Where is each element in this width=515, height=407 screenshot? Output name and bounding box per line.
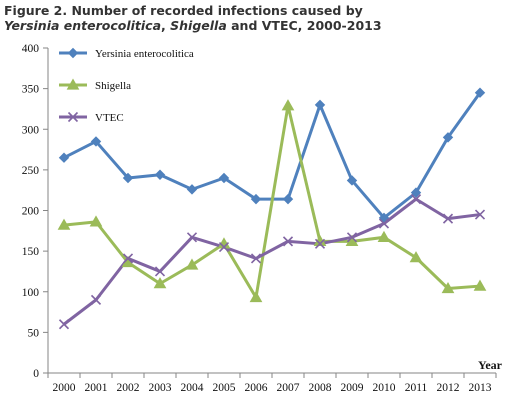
data-point-triangle — [66, 78, 80, 90]
title-rest: and VTEC, 2000-2013 — [226, 18, 382, 33]
x-tick-label: 2010 — [373, 382, 396, 394]
x-tick-label: 2007 — [277, 382, 300, 394]
legend-label: VTEC — [95, 112, 124, 124]
data-point-diamond — [346, 175, 358, 186]
data-point-diamond — [122, 172, 134, 184]
data-point-diamond — [378, 212, 390, 224]
x-tick-label: 2008 — [309, 382, 332, 394]
y-tick-label: 50 — [28, 327, 40, 339]
data-point-diamond — [67, 47, 79, 59]
data-point-diamond — [90, 136, 102, 147]
data-point-triangle — [57, 218, 71, 230]
y-tick-label: 0 — [33, 368, 39, 380]
data-point-triangle — [441, 281, 455, 294]
data-point-x — [58, 319, 70, 330]
axes: 0 50 100 150 200 250 300 350 400 2000 2001 2002 2003… — [22, 43, 497, 394]
data-point-triangle — [185, 258, 199, 270]
series-lines — [63, 91, 482, 326]
data-point-triangle — [377, 230, 391, 242]
x-tick-label: 2009 — [341, 382, 364, 394]
title-sep: , — [161, 18, 171, 33]
series-markers — [57, 87, 487, 330]
y-tick-label: 200 — [22, 206, 40, 218]
chart-title-line-1: Figure 2. Number of recorded infections … — [4, 3, 363, 18]
x-tick-label: 2013 — [469, 382, 492, 394]
data-point-x — [67, 111, 79, 123]
data-point-diamond — [250, 193, 262, 205]
x-tick-label: 2003 — [149, 382, 172, 394]
x-tick-label: 2005 — [213, 382, 236, 394]
data-point-x — [250, 253, 262, 264]
title-yersinia: Yersinia enterocolitica — [4, 18, 162, 33]
data-point-diamond — [58, 152, 70, 163]
legend-label: Yersinia enterocolitica — [95, 48, 194, 60]
chart-title: Figure 2. Number of recorded infections … — [4, 3, 509, 33]
y-tick-label: 350 — [22, 84, 40, 96]
data-point-triangle — [409, 251, 423, 263]
data-point-diamond — [154, 169, 166, 180]
x-tick-label: 2000 — [53, 382, 76, 394]
data-point-x — [218, 241, 230, 253]
data-point-diamond — [186, 184, 198, 195]
data-point-diamond — [410, 187, 422, 198]
data-point-x — [122, 253, 134, 264]
data-point-x — [282, 236, 294, 247]
y-tick-label: 100 — [22, 287, 40, 299]
data-point-diamond — [442, 132, 454, 143]
y-tick-label: 250 — [22, 165, 40, 177]
data-point-x — [186, 232, 198, 243]
y-tick-label: 150 — [22, 246, 40, 258]
data-point-x — [410, 194, 422, 205]
x-tick-label: 2006 — [245, 382, 268, 394]
legend: Yersinia enterocolitica Shigella VTEC — [59, 47, 194, 124]
data-point-x — [90, 294, 102, 305]
data-point-diamond — [314, 99, 326, 111]
y-tick-label: 300 — [22, 124, 40, 136]
data-point-x — [442, 213, 454, 224]
data-point-x — [378, 218, 390, 229]
x-tick-label: 2002 — [117, 382, 140, 394]
data-point-triangle — [473, 279, 487, 291]
data-point-triangle — [249, 290, 263, 303]
x-tick-label: 2012 — [437, 382, 460, 394]
data-point-x — [154, 266, 166, 277]
legend-label: Shigella — [95, 80, 131, 92]
data-point-x — [346, 232, 358, 243]
data-point-x — [474, 209, 486, 220]
data-point-triangle — [281, 99, 295, 111]
data-point-diamond — [218, 172, 230, 184]
x-axis-label: Year — [478, 358, 503, 372]
data-point-x — [314, 238, 326, 249]
data-point-triangle — [153, 277, 167, 289]
x-tick-label: 2011 — [405, 382, 428, 394]
x-tick-label: 2001 — [85, 382, 108, 394]
data-point-triangle — [89, 215, 103, 227]
series-line-2 — [63, 197, 481, 326]
x-tick-label: 2004 — [181, 382, 204, 394]
data-point-diamond — [474, 87, 486, 98]
y-tick-label: 400 — [22, 43, 40, 55]
chart-title-line-2: Yersinia enterocolitica, Shigella and VT… — [4, 18, 509, 33]
title-shigella: Shigella — [170, 18, 227, 33]
data-point-diamond — [282, 193, 294, 205]
